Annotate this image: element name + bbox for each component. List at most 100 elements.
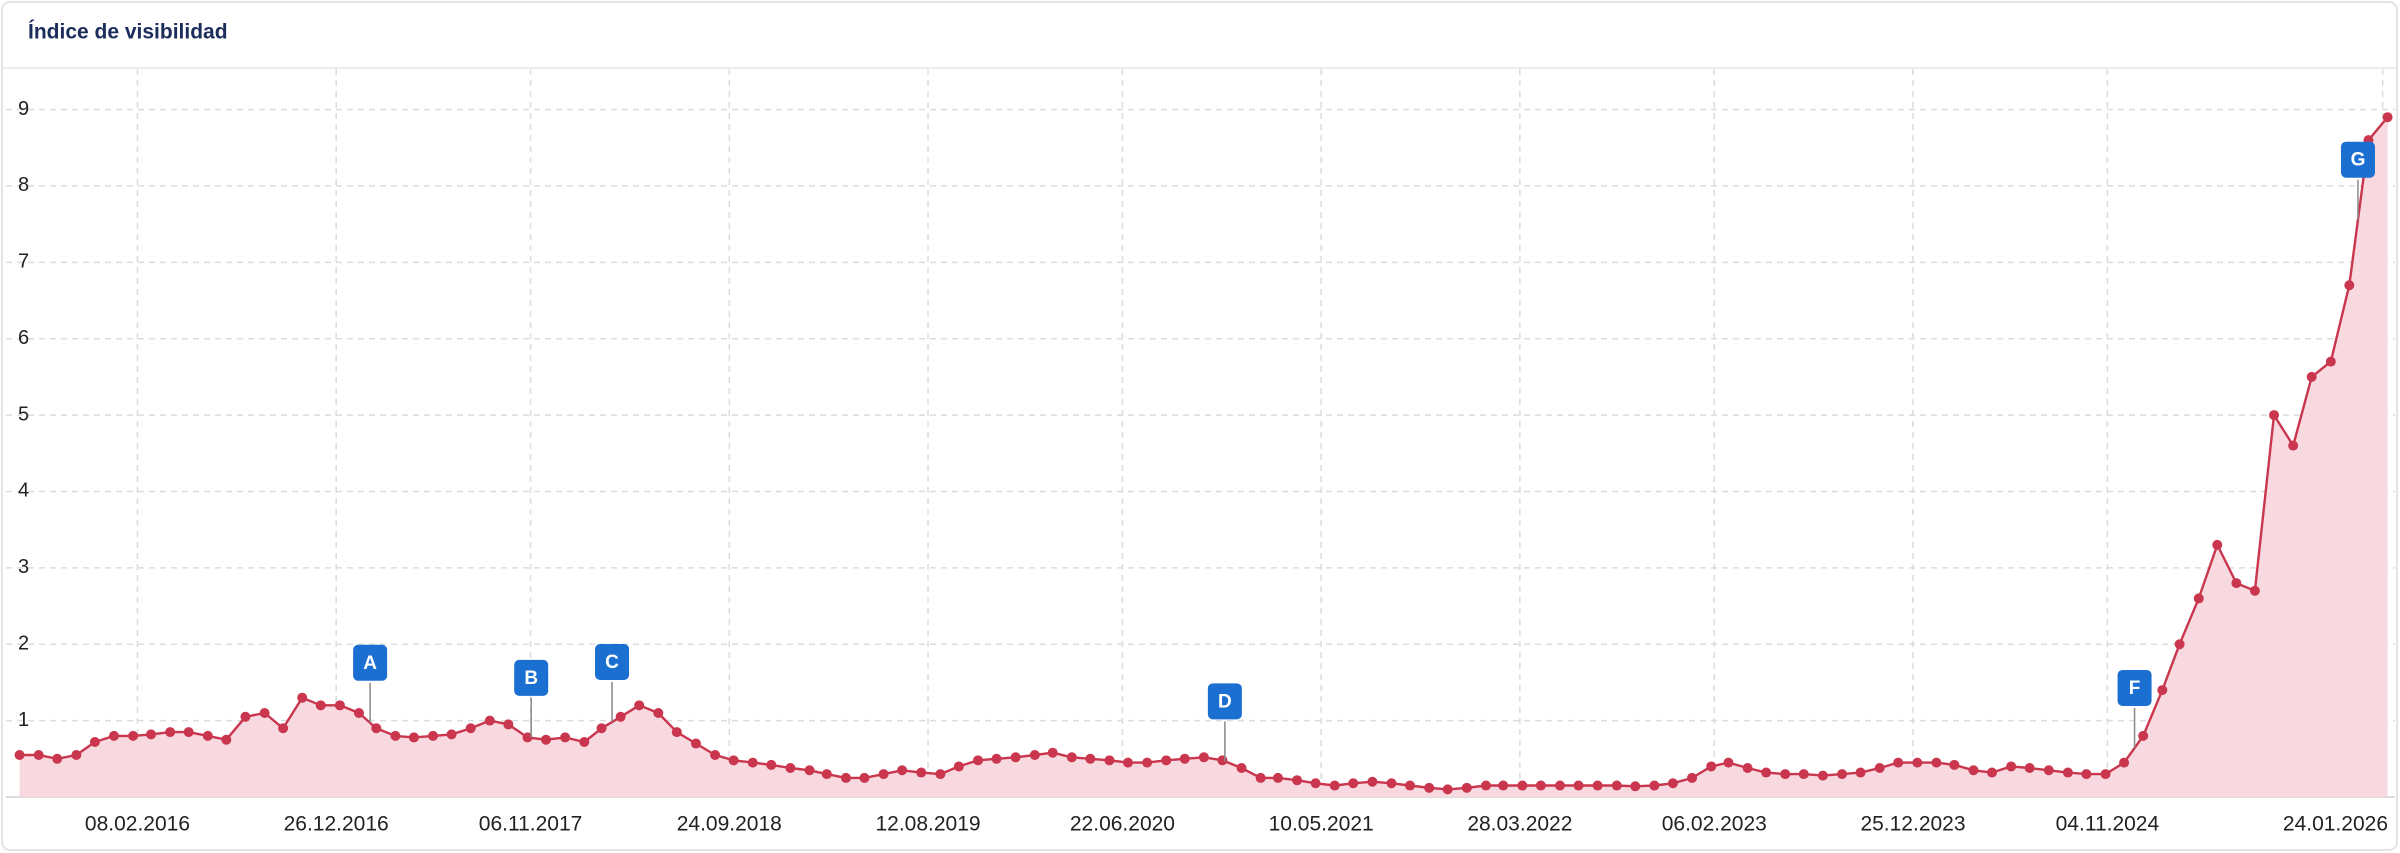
x-tick-label: 24.01.2026 (2283, 813, 2388, 836)
data-point (202, 730, 213, 741)
x-tick-label: 25.12.2023 (1860, 813, 1965, 836)
data-point (897, 765, 908, 776)
y-tick-label: 8 (18, 174, 29, 196)
annotation-label: G (2351, 150, 2366, 171)
data-point (522, 732, 533, 743)
data-point (1348, 778, 1359, 789)
annotation-label: C (605, 652, 619, 673)
data-point (1611, 780, 1622, 791)
data-point (1630, 781, 1641, 792)
annotation-flag (2340, 141, 2375, 178)
data-point (1236, 762, 1247, 773)
data-point (804, 765, 815, 776)
x-tick-label: 12.08.2019 (875, 813, 980, 836)
data-point (1667, 778, 1678, 789)
data-point (596, 723, 607, 734)
data-point (2212, 539, 2223, 550)
x-tick-label: 26.12.2016 (284, 813, 389, 836)
data-point (859, 772, 870, 783)
data-point (2288, 440, 2299, 451)
x-tick-label: 04.11.2024 (2056, 813, 2160, 836)
data-point (615, 711, 626, 722)
data-point (1649, 780, 1660, 791)
data-point (2043, 765, 2054, 776)
data-point (1122, 757, 1133, 768)
data-point (33, 749, 44, 760)
data-point (991, 753, 1002, 764)
data-point (52, 753, 63, 764)
data-point (1066, 752, 1077, 763)
data-point (1687, 772, 1698, 783)
data-point (2174, 639, 2185, 650)
data-point (935, 769, 946, 780)
data-point (390, 730, 401, 741)
x-tick-label: 10.05.2021 (1269, 813, 1374, 836)
data-point (354, 707, 365, 718)
data-point (1723, 757, 1734, 768)
data-point (278, 723, 289, 734)
annotation-label: B (524, 668, 538, 689)
data-point (259, 707, 270, 718)
data-point (2249, 585, 2260, 596)
data-point (1010, 752, 1021, 763)
data-point (821, 769, 832, 780)
data-point (297, 692, 308, 703)
x-tick-label: 22.06.2020 (1070, 813, 1175, 836)
data-point (240, 711, 251, 722)
data-point (1104, 755, 1115, 766)
y-tick-label: 3 (18, 556, 29, 578)
y-tick-label: 4 (18, 480, 29, 502)
data-point (1855, 767, 1866, 778)
data-point (2119, 757, 2130, 768)
data-point (653, 707, 664, 718)
data-point (1442, 784, 1453, 795)
data-point (2306, 371, 2317, 382)
data-point (1535, 780, 1546, 791)
data-point (2100, 769, 2111, 780)
data-point (71, 749, 82, 760)
data-point (2269, 410, 2280, 421)
data-point (728, 755, 739, 766)
data-point (1592, 780, 1603, 791)
annotation-label: A (363, 653, 377, 674)
data-point (1498, 780, 1509, 791)
data-point (1310, 778, 1321, 789)
data-point (2231, 578, 2242, 589)
data-point (484, 715, 495, 726)
x-tick-label: 06.02.2023 (1662, 813, 1767, 836)
annotation-flag (2117, 669, 2152, 706)
data-point (634, 700, 645, 711)
data-point (1272, 772, 1283, 783)
data-point (2344, 280, 2355, 291)
area (19, 117, 2388, 797)
data-point (465, 723, 476, 734)
data-point (840, 772, 851, 783)
data-point (165, 727, 176, 738)
data-point (334, 700, 345, 711)
data-point (1949, 759, 1960, 770)
data-point (1986, 767, 1997, 778)
data-point (1837, 769, 1848, 780)
data-point (2081, 769, 2092, 780)
data-point (1931, 757, 1942, 768)
data-point (1292, 775, 1303, 786)
data-point (408, 732, 419, 743)
data-point (1386, 778, 1397, 789)
data-point (766, 759, 777, 770)
data-point (1554, 780, 1565, 791)
data-point (747, 757, 758, 768)
data-point (183, 727, 194, 738)
data-point (1742, 762, 1753, 773)
data-point (1761, 767, 1772, 778)
data-point (503, 719, 514, 730)
data-point (710, 749, 721, 760)
data-point (1573, 780, 1584, 791)
data-point (878, 769, 889, 780)
data-point (1461, 782, 1472, 793)
data-point (1424, 782, 1435, 793)
data-point (2024, 762, 2035, 773)
data-point (2193, 593, 2204, 604)
data-point (14, 749, 25, 760)
